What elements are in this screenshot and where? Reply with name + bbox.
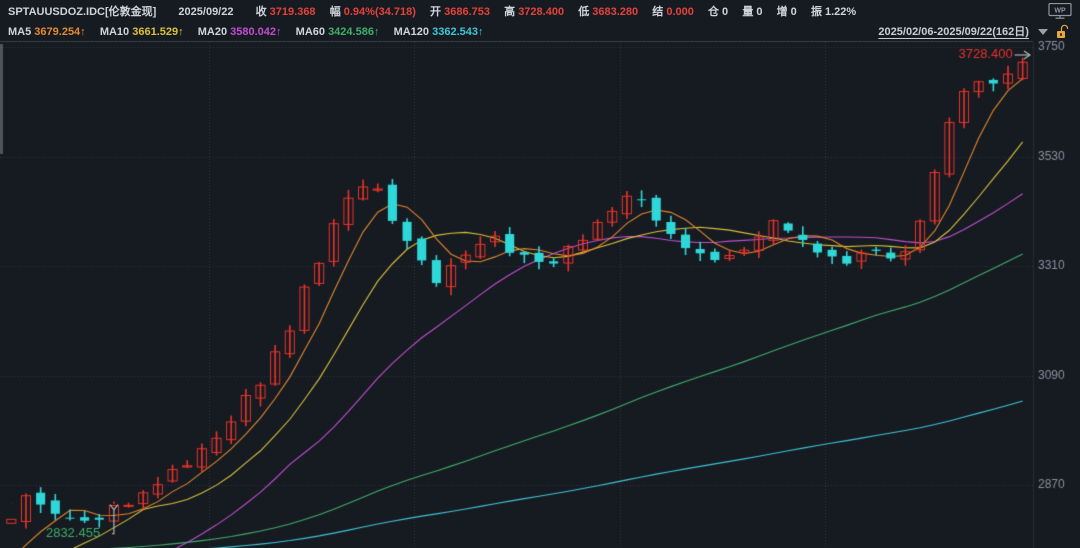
svg-text:WP: WP xyxy=(1054,8,1066,15)
